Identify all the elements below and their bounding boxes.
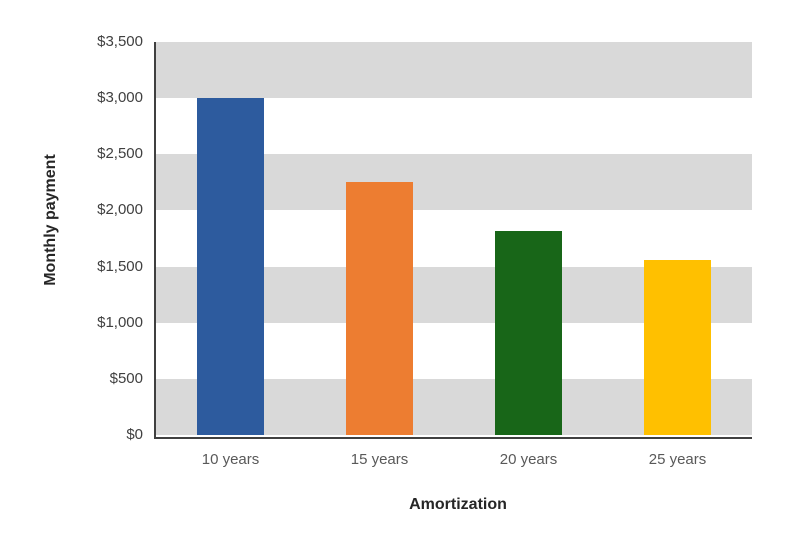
x-axis-line [154,437,752,439]
grid-band [156,42,752,99]
bar-15-years[interactable] [346,182,413,435]
y-tick-label: $2,000 [97,201,143,219]
x-tick-label: 10 years [201,451,260,468]
x-tick-label: 25 years [648,451,707,468]
y-tick-label: $500 [109,369,143,387]
x-axis-title: Amortization [409,496,507,513]
y-tick-label: $1,000 [97,313,143,331]
x-tick-label: 15 years [350,451,409,468]
y-tick-label: $2,500 [97,145,143,163]
y-tick-label: $1,500 [97,257,143,275]
bar-25-years[interactable] [644,259,711,435]
bar-20-years[interactable] [495,230,562,435]
plot-area [156,42,752,435]
y-tick-label: $3,500 [97,33,143,50]
y-tick-label: $0 [126,426,143,443]
y-tick-label: $3,000 [97,89,143,107]
bar-10-years[interactable] [197,98,264,435]
y-axis-line [154,42,156,439]
x-tick-label: 20 years [499,451,558,468]
